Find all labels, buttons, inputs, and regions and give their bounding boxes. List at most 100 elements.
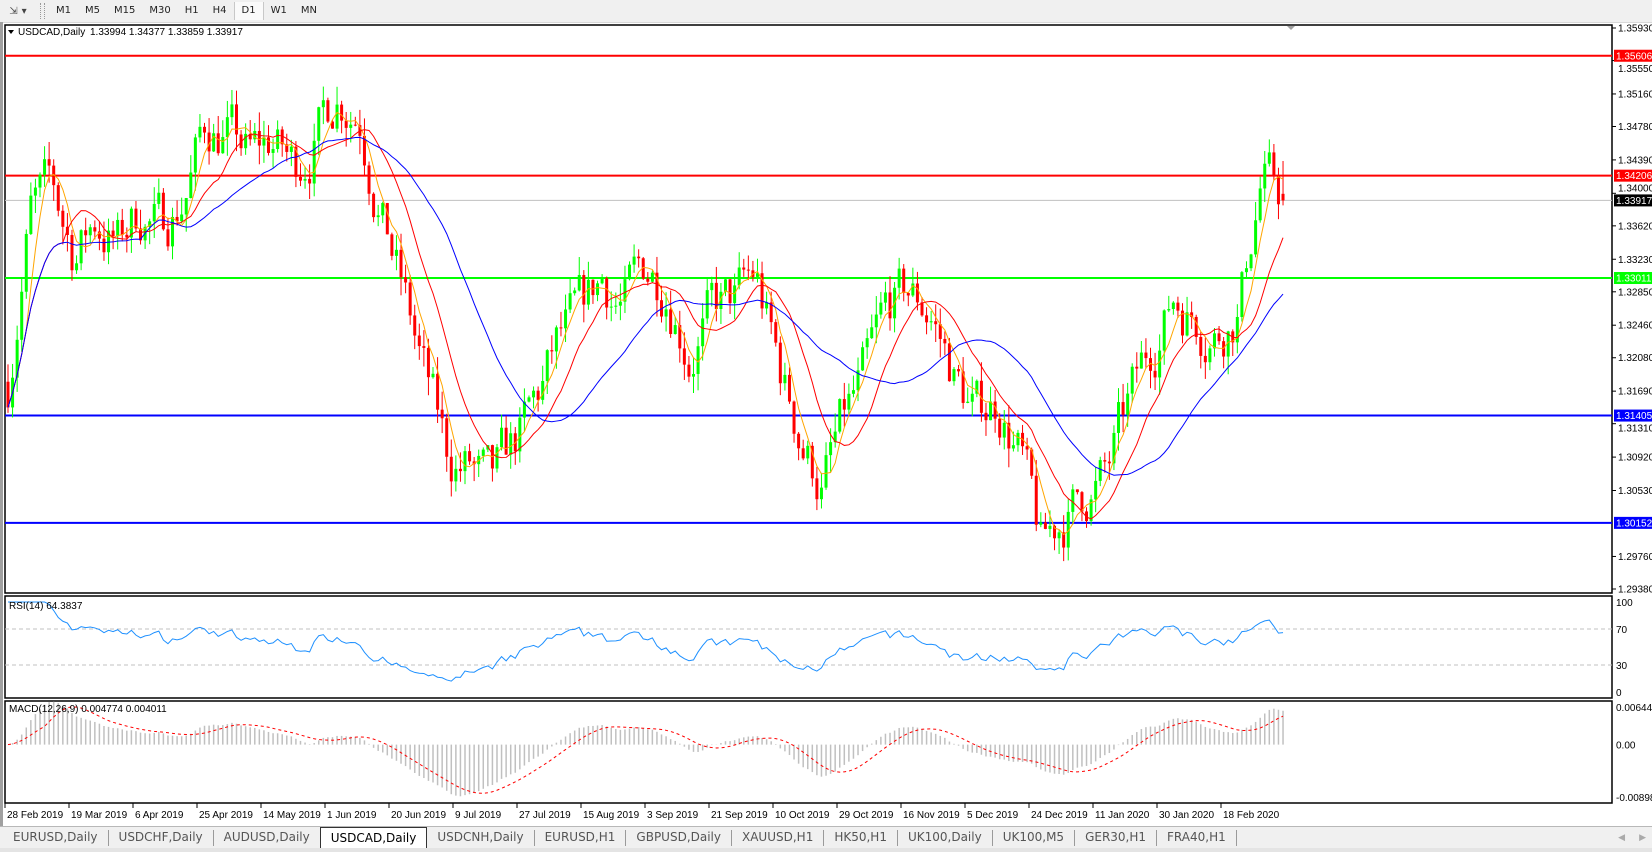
candle-body bbox=[838, 399, 842, 432]
date-tick-label: 14 May 2019 bbox=[263, 810, 321, 821]
chart-tab[interactable]: UK100,M5 bbox=[993, 830, 1076, 846]
candle-body bbox=[47, 159, 51, 166]
chart-shift-marker-icon[interactable] bbox=[1287, 26, 1295, 30]
candle-body bbox=[344, 120, 348, 128]
price-tick-label: 1.31310 bbox=[1618, 424, 1652, 435]
candle-body bbox=[1085, 511, 1089, 522]
candle-body bbox=[1226, 331, 1230, 357]
chart-tab[interactable]: EURUSD,H1 bbox=[535, 830, 627, 846]
candle-body bbox=[390, 234, 394, 256]
price-label-bg bbox=[1614, 49, 1652, 62]
timeframe-mn-button[interactable]: MN bbox=[300, 5, 317, 16]
chart-tab[interactable]: AUDUSD,Daily bbox=[214, 830, 321, 846]
scroll-left-icon[interactable]: ◀ bbox=[1618, 833, 1626, 843]
candle-body bbox=[129, 208, 133, 238]
chart-tabs: EURUSD,Daily USDCHF,Daily AUDUSD,Daily USDC… bbox=[0, 826, 1652, 849]
timeframe-m5-button[interactable]: M5 bbox=[85, 5, 100, 16]
rsi-line bbox=[8, 601, 1284, 682]
timeframe-m30-button[interactable]: M30 bbox=[149, 5, 171, 16]
chart-tab[interactable]: USDCNH,Daily bbox=[427, 830, 535, 846]
toolbar-grip[interactable] bbox=[40, 3, 45, 19]
candle-body bbox=[564, 309, 568, 329]
candle-body bbox=[125, 234, 129, 238]
chart-tab[interactable]: XAUUSD,H1 bbox=[732, 830, 825, 846]
candle-body bbox=[1075, 489, 1079, 493]
timeframe-d1-button[interactable]: D1 bbox=[233, 2, 264, 20]
candle-body bbox=[1171, 302, 1175, 310]
collapse-triangle-icon[interactable] bbox=[8, 30, 14, 34]
candle-body bbox=[207, 132, 211, 152]
chart-tab[interactable]: FRA40,H1 bbox=[1157, 830, 1237, 846]
candle-body bbox=[614, 305, 618, 307]
scroll-right-icon[interactable]: ▶ bbox=[1639, 833, 1646, 843]
candle-body bbox=[1180, 310, 1184, 336]
candle-body bbox=[522, 401, 526, 418]
candle-body bbox=[1034, 475, 1038, 525]
candle-body bbox=[810, 445, 814, 479]
price-tick-label: 1.29760 bbox=[1618, 552, 1652, 563]
candle-body bbox=[1030, 449, 1034, 476]
candle-body bbox=[56, 185, 60, 211]
candle-body bbox=[1212, 333, 1216, 349]
candle-body bbox=[426, 347, 430, 378]
candle-body bbox=[203, 126, 207, 133]
candle-body bbox=[381, 203, 385, 216]
timeframe-m15-button[interactable]: M15 bbox=[114, 5, 136, 16]
price-label-bg bbox=[1614, 409, 1652, 422]
candle-body bbox=[1016, 432, 1020, 446]
chart-tab[interactable]: USDCAD,Daily bbox=[319, 827, 428, 849]
candle-body bbox=[1254, 220, 1258, 255]
candle-body bbox=[221, 137, 225, 154]
candle-body bbox=[88, 227, 92, 236]
candle-body bbox=[1121, 402, 1125, 415]
candle-body bbox=[532, 390, 536, 398]
chart-tab[interactable]: HK50,H1 bbox=[824, 830, 898, 846]
candle-body bbox=[596, 283, 600, 296]
price-tick-label: 1.34780 bbox=[1618, 122, 1652, 133]
ma-slow-line bbox=[7, 136, 1284, 476]
candle-body bbox=[362, 135, 366, 166]
candle-body bbox=[760, 273, 764, 309]
timeframe-h1-button[interactable]: H1 bbox=[184, 5, 199, 16]
chart-tab[interactable]: GER30,H1 bbox=[1075, 830, 1158, 846]
candle-body bbox=[1263, 163, 1267, 189]
rsi-label: RSI(14) 64.3837 bbox=[9, 601, 83, 612]
candle-body bbox=[321, 100, 325, 108]
candle-body bbox=[1167, 309, 1171, 311]
chart-tab[interactable]: EURUSD,Daily bbox=[3, 830, 109, 846]
line-tools-button[interactable]: ⇲ ▾ bbox=[0, 2, 36, 20]
candle-body bbox=[669, 309, 673, 334]
candle-body bbox=[1053, 525, 1057, 539]
candle-body bbox=[225, 117, 229, 138]
candle-body bbox=[84, 230, 88, 236]
candle-body bbox=[545, 350, 549, 381]
candle-body bbox=[394, 249, 398, 256]
candle-body bbox=[1199, 336, 1203, 356]
candle-body bbox=[742, 267, 746, 270]
chart-tab[interactable]: GBPUSD,Daily bbox=[626, 830, 732, 846]
timeframe-h4-button[interactable]: H4 bbox=[212, 5, 227, 16]
price-chart[interactable]: 1.35930 1.35550 1.35160 1.34780 1.34390 1.340… bbox=[0, 22, 1652, 826]
timeframe-m1-button[interactable]: M1 bbox=[56, 5, 71, 16]
candle-body bbox=[897, 268, 901, 288]
chart-tab[interactable]: USDCHF,Daily bbox=[109, 830, 214, 846]
candle-body bbox=[646, 278, 650, 282]
candle-body bbox=[851, 390, 855, 394]
chart-tab[interactable]: UK100,Daily bbox=[898, 830, 993, 846]
candle-body bbox=[723, 279, 727, 292]
timeframe-w1-button[interactable]: W1 bbox=[270, 5, 287, 16]
price-label-bg bbox=[1614, 194, 1652, 207]
candle-body bbox=[1144, 352, 1148, 359]
candle-body bbox=[1158, 350, 1162, 378]
ma-mid-line bbox=[7, 129, 1284, 520]
candle-body bbox=[43, 159, 47, 175]
candle-body bbox=[550, 350, 554, 352]
rsi-tick-label: 70 bbox=[1616, 625, 1628, 636]
candle-body bbox=[271, 149, 275, 153]
candle-body bbox=[266, 137, 270, 153]
price-line-label: 1.34206 bbox=[1616, 171, 1652, 182]
candle-body bbox=[445, 418, 449, 457]
candle-body bbox=[746, 269, 750, 271]
candle-body bbox=[728, 279, 732, 304]
date-tick-label: 6 Apr 2019 bbox=[135, 810, 184, 821]
